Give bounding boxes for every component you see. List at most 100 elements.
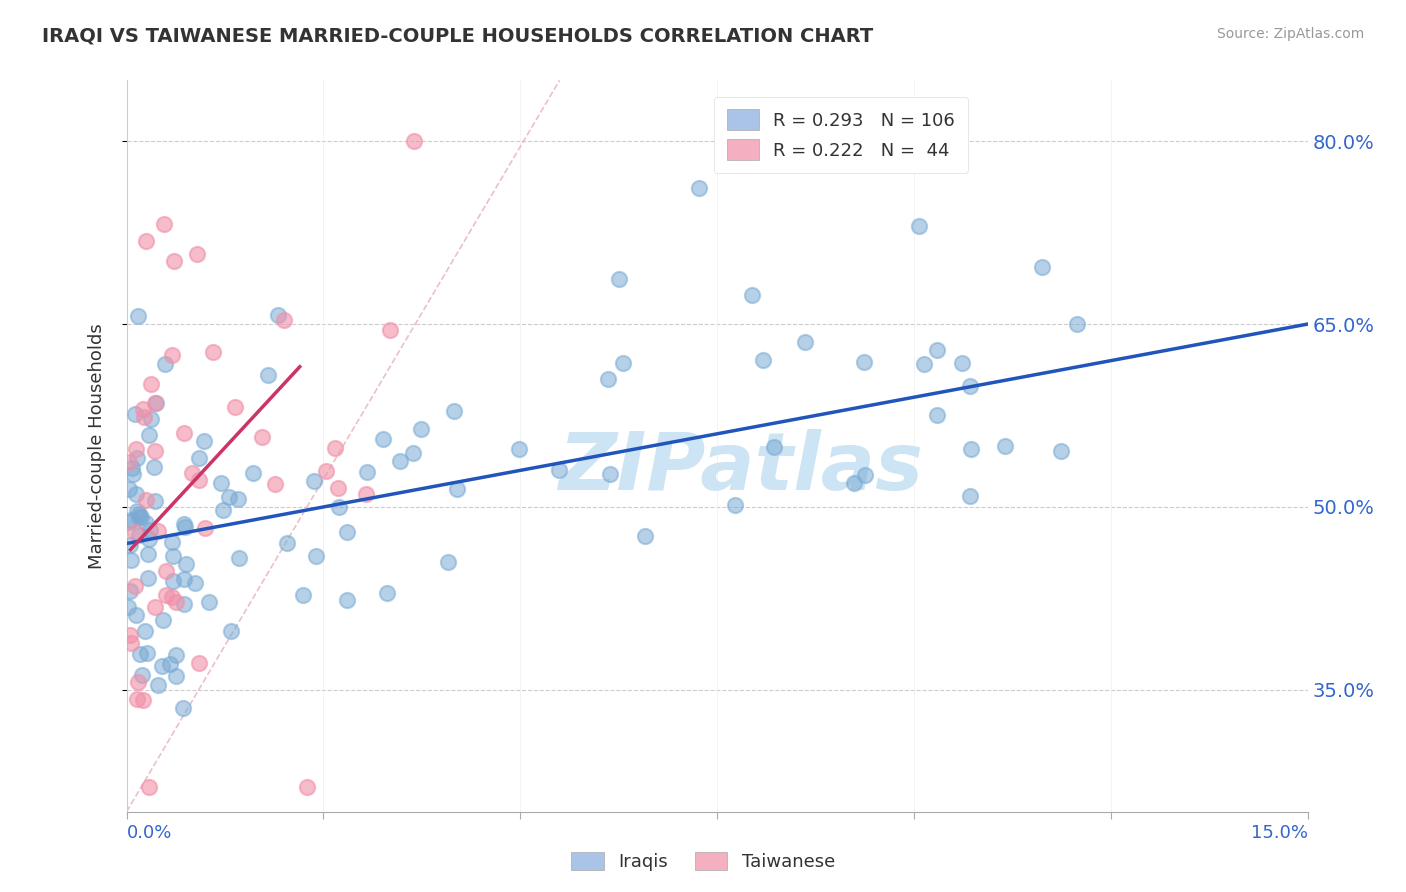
Point: [607, 271, 630, 285]
Point: [128, 510, 150, 524]
Point: [121, 461, 143, 475]
Point: [163, 254, 186, 268]
Point: [193, 434, 215, 448]
Point: [959, 442, 981, 456]
Point: [118, 538, 141, 552]
Point: [842, 476, 865, 491]
Point: [950, 356, 973, 370]
Point: [148, 524, 170, 538]
Text: Source: ZipAtlas.com: Source: ZipAtlas.com: [1216, 27, 1364, 41]
Point: [146, 678, 169, 692]
Point: [129, 510, 152, 524]
Point: [143, 395, 166, 409]
Point: [371, 432, 394, 446]
Point: [129, 647, 152, 661]
Point: [124, 442, 146, 456]
Point: [136, 571, 159, 585]
Point: [153, 357, 176, 371]
Point: [959, 489, 981, 503]
Point: [155, 564, 177, 578]
Point: [267, 308, 290, 322]
Point: [141, 412, 163, 426]
Point: [853, 468, 876, 483]
Point: [402, 134, 425, 148]
Point: [315, 464, 337, 478]
Point: [155, 588, 177, 602]
Point: [323, 442, 346, 456]
Point: [160, 348, 183, 362]
Point: [927, 409, 949, 423]
Point: [138, 780, 160, 795]
Point: [187, 656, 209, 670]
Point: [173, 572, 195, 586]
Point: [165, 648, 187, 662]
Point: [187, 473, 209, 487]
Point: [125, 487, 148, 501]
Point: [752, 353, 775, 368]
Point: [141, 377, 163, 392]
Point: [173, 516, 195, 531]
Point: [135, 234, 157, 248]
Point: [224, 400, 246, 414]
Point: [153, 217, 176, 231]
Point: [219, 624, 242, 638]
Point: [228, 551, 250, 566]
Point: [174, 557, 197, 571]
Point: [125, 608, 148, 623]
Point: [138, 532, 160, 546]
Point: [122, 467, 145, 481]
Point: [124, 525, 146, 540]
Point: [132, 409, 155, 424]
Point: [1066, 317, 1088, 331]
Point: [763, 441, 786, 455]
Point: [508, 442, 530, 457]
Point: [388, 454, 411, 468]
Text: ZIPatlas: ZIPatlas: [558, 429, 924, 507]
Point: [925, 343, 948, 357]
Point: [134, 624, 156, 638]
Point: [120, 513, 142, 527]
Point: [198, 595, 221, 609]
Text: 15.0%: 15.0%: [1250, 824, 1308, 842]
Point: [328, 500, 350, 515]
Point: [135, 492, 157, 507]
Point: [908, 219, 931, 233]
Point: [118, 483, 141, 497]
Point: [356, 465, 378, 479]
Point: [218, 491, 240, 505]
Point: [127, 309, 149, 323]
Point: [634, 529, 657, 543]
Point: [292, 588, 315, 602]
Point: [139, 523, 162, 537]
Point: [912, 357, 935, 371]
Point: [143, 599, 166, 614]
Point: [212, 502, 235, 516]
Point: [276, 536, 298, 550]
Point: [852, 355, 875, 369]
Point: [1050, 444, 1073, 458]
Point: [173, 598, 195, 612]
Point: [436, 555, 458, 569]
Point: [688, 181, 710, 195]
Point: [135, 516, 157, 530]
Point: [793, 334, 815, 349]
Point: [128, 528, 150, 542]
Point: [159, 657, 181, 671]
Point: [162, 549, 184, 564]
Point: [117, 600, 139, 615]
Point: [132, 401, 155, 416]
Point: [741, 287, 763, 301]
Text: IRAQI VS TAIWANESE MARRIED-COUPLE HOUSEHOLDS CORRELATION CHART: IRAQI VS TAIWANESE MARRIED-COUPLE HOUSEH…: [42, 27, 873, 45]
Point: [548, 463, 571, 477]
Point: [302, 474, 325, 488]
Point: [959, 378, 981, 392]
Point: [596, 372, 619, 386]
Point: [152, 613, 174, 627]
Point: [162, 574, 184, 588]
Point: [180, 467, 202, 481]
Point: [295, 780, 318, 795]
Point: [335, 592, 357, 607]
Point: [160, 534, 183, 549]
Point: [305, 549, 328, 563]
Point: [184, 575, 207, 590]
